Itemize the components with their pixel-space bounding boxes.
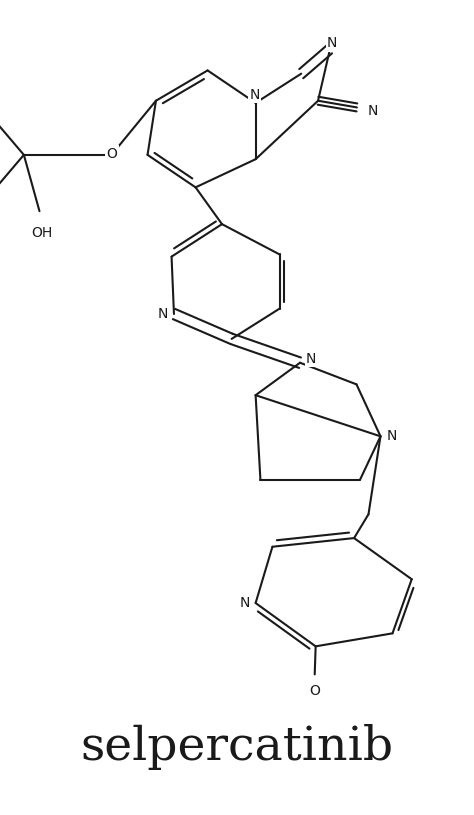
Text: www.alamy.com: www.alamy.com (403, 801, 460, 807)
Text: N: N (306, 352, 316, 367)
Text: alamy: alamy (24, 788, 75, 803)
Text: O: O (107, 147, 118, 161)
Text: O: O (309, 685, 320, 698)
Text: N: N (239, 596, 250, 610)
Text: N: N (158, 307, 168, 321)
Text: N: N (367, 104, 378, 117)
Text: selpercatinib: selpercatinib (81, 725, 393, 770)
Text: N: N (249, 88, 260, 102)
Text: N: N (386, 430, 397, 443)
Text: OH: OH (31, 226, 53, 240)
Text: Image ID: 2HFGWWR: Image ID: 2HFGWWR (386, 788, 460, 794)
Text: N: N (327, 37, 337, 51)
